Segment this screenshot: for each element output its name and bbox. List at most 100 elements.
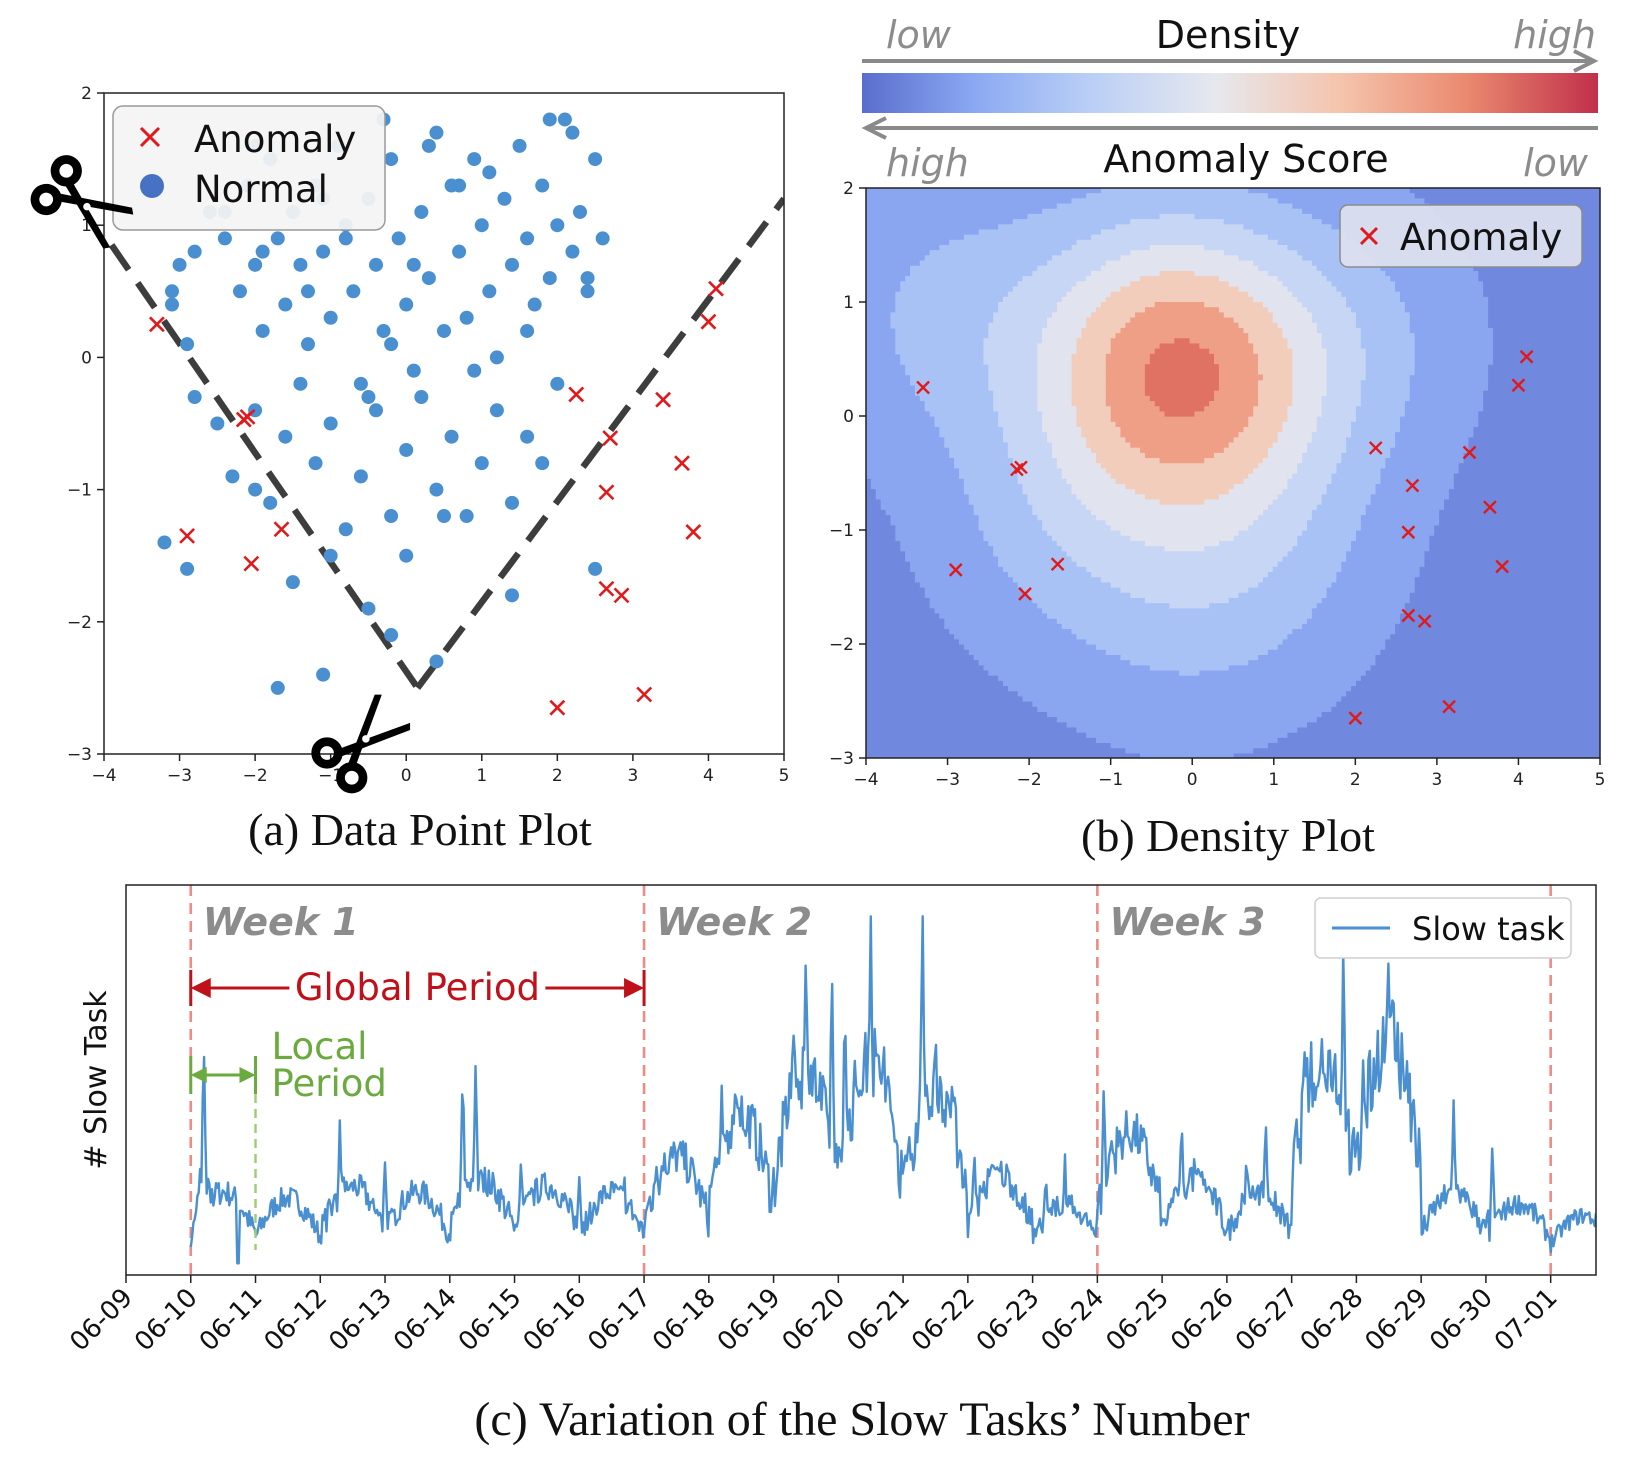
cut-line xyxy=(414,196,784,690)
normal-point xyxy=(489,403,504,418)
anomaly-marker xyxy=(916,380,930,395)
axes-frame-b xyxy=(865,187,1601,759)
normal-point xyxy=(580,271,595,286)
anomaly-marker xyxy=(243,555,260,572)
normal-point xyxy=(255,244,270,259)
x-tick-label: 06-21 xyxy=(841,1283,916,1358)
normal-point xyxy=(489,350,504,365)
cut-lines xyxy=(108,196,784,690)
legend-series-label: Slow task xyxy=(1412,910,1565,948)
normal-point xyxy=(527,297,542,312)
x-tick-label: 06-11 xyxy=(194,1283,269,1358)
y-tick-label: 0 xyxy=(81,348,92,368)
colorbar-gradient xyxy=(862,73,1598,113)
normal-point xyxy=(172,257,187,272)
x-tick-label: 06-18 xyxy=(647,1283,722,1358)
legend-c: Slow task xyxy=(1314,897,1572,959)
normal-point xyxy=(270,231,285,246)
normal-point xyxy=(520,231,535,246)
anomaly-marker xyxy=(685,523,702,540)
normal-point xyxy=(580,284,595,299)
colorbar: low Density high high Anomaly Score low xyxy=(861,13,1599,185)
normal-point xyxy=(459,310,474,325)
normal-point xyxy=(217,231,232,246)
y-tick-label: 1 xyxy=(81,216,92,236)
normal-point xyxy=(497,191,512,206)
x-tick-label: −2 xyxy=(1017,770,1042,790)
anomaly-marker xyxy=(1462,445,1477,460)
normal-point xyxy=(285,575,300,590)
normal-point xyxy=(338,522,353,537)
normal-point xyxy=(353,376,368,391)
normal-point xyxy=(482,165,497,180)
normal-point xyxy=(233,284,247,299)
normal-point xyxy=(550,376,565,391)
normal-point xyxy=(399,442,414,457)
anomaly-marker xyxy=(148,316,165,333)
normal-point xyxy=(301,337,315,352)
anomaly-marker xyxy=(568,386,585,403)
anomaly-marker xyxy=(1348,711,1363,725)
normal-point xyxy=(437,323,451,338)
normal-point xyxy=(535,178,550,193)
normal-point xyxy=(323,310,338,325)
y-tick-label: 1 xyxy=(843,293,854,313)
anomaly-marker xyxy=(674,455,690,472)
normal-point xyxy=(165,297,179,312)
x-tick-label: 06-29 xyxy=(1359,1283,1434,1358)
normal-point xyxy=(301,284,315,299)
normal-point xyxy=(323,548,338,563)
normal-point xyxy=(399,297,414,312)
normal-point xyxy=(505,495,519,510)
x-tick-label: 0 xyxy=(401,766,412,786)
x-tick-label: 06-28 xyxy=(1295,1283,1370,1358)
anomaly-marker xyxy=(598,580,615,597)
normal-point xyxy=(338,231,353,246)
y-ticks-b: −3 −2 −1 0 1 2 xyxy=(829,179,866,769)
normal-point xyxy=(308,456,323,471)
x-tick-label: 2 xyxy=(1350,770,1361,790)
normal-point xyxy=(520,323,535,338)
normal-point xyxy=(353,469,368,484)
y-tick-label: −1 xyxy=(67,481,92,501)
anomaly-marker xyxy=(1405,478,1420,493)
normal-point xyxy=(535,456,550,471)
anomaly-marker xyxy=(549,699,566,716)
normal-point xyxy=(180,561,195,576)
normal-point xyxy=(467,152,482,167)
x-tick-label: 0 xyxy=(1187,770,1198,790)
normal-point xyxy=(248,482,263,497)
x-tick-label: −2 xyxy=(243,766,268,786)
normal-point xyxy=(550,218,565,233)
anomaly-marker xyxy=(708,280,724,297)
anomaly-marker xyxy=(655,391,672,408)
x-tick-label: 06-13 xyxy=(323,1283,398,1358)
normal-point xyxy=(323,416,338,431)
normal-point xyxy=(459,509,474,524)
anomaly-marker xyxy=(948,563,963,577)
normal-point xyxy=(187,390,202,405)
density-plot: low Density high high Anomaly Score low … xyxy=(829,13,1605,861)
x-tick-label: 5 xyxy=(1595,770,1606,790)
anomaly-marker xyxy=(602,430,619,446)
x-tick-label: 06-17 xyxy=(582,1283,657,1358)
normal-point xyxy=(248,257,263,272)
normal-point xyxy=(452,178,467,193)
x-ticks-a: −4 −3 −2 −1 0 1 2 3 4 5 xyxy=(91,754,789,786)
normal-point xyxy=(452,244,467,259)
legend-anomaly-marker xyxy=(139,126,161,148)
x-tick-label: 06-30 xyxy=(1424,1283,1499,1358)
normal-point xyxy=(384,509,399,524)
normal-point xyxy=(263,495,278,510)
x-tick-label: 06-09 xyxy=(64,1283,139,1358)
normal-point xyxy=(588,561,603,576)
x-tick-label: 06-10 xyxy=(129,1283,204,1358)
x-tick-label: −3 xyxy=(167,766,192,786)
normal-point xyxy=(361,601,376,616)
y-tick-label: −2 xyxy=(829,635,854,655)
normal-point xyxy=(293,376,308,391)
normal-point xyxy=(414,390,429,405)
normal-point xyxy=(399,548,414,563)
